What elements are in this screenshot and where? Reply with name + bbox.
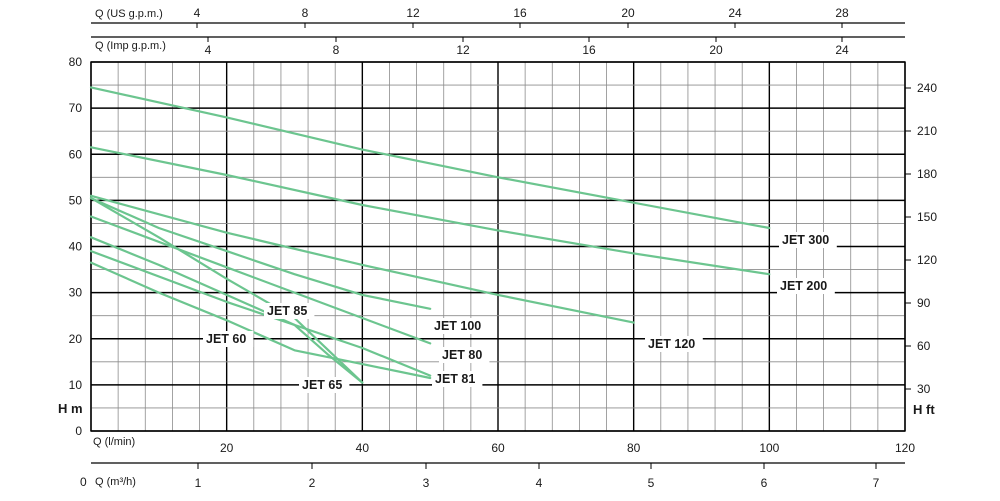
bottom-m3h-axis-title: Q (m³/h) [95, 476, 136, 488]
jet-65-label-bg [299, 377, 350, 393]
left-tick-label: 60 [69, 147, 83, 161]
jet-81-label: JET 81 [435, 372, 475, 386]
jet-80-label: JET 80 [442, 348, 482, 362]
top-impgpm-tick-label: 12 [456, 43, 470, 57]
top-usgpm-tick-label: 12 [406, 6, 420, 20]
top-impgpm-tick-label: 8 [333, 43, 340, 57]
jet-100-label: JET 100 [434, 319, 481, 333]
bottom-m3h-tick-label: 4 [536, 476, 543, 490]
right-tick-label: 180 [917, 167, 937, 181]
jet-85-label-bg [264, 303, 315, 319]
right-tick-label: 240 [917, 81, 937, 95]
bottom-m3h-tick-label: 2 [309, 476, 316, 490]
bottom-axes: Q (l/min) 20 40 60 80 100 120 0 Q (m³/h) 1 2 3 4 5 6 7 [80, 436, 915, 490]
plot-frame [90, 61, 906, 432]
top-impgpm-axis-title: Q (Imp g.p.m.) [95, 40, 166, 52]
top-usgpm-tick-label: 24 [728, 6, 742, 20]
jet-81-label-bg [432, 371, 483, 387]
jet-65-label: JET 65 [302, 378, 342, 392]
top-usgpm-tick-label: 8 [302, 6, 309, 20]
top-usgpm-tick-label: 16 [513, 6, 527, 20]
plot-grid [90, 61, 906, 432]
jet-80-label-bg [439, 347, 490, 363]
right-tick-label: 210 [917, 124, 937, 138]
bottom-lmin-tick-label: 120 [895, 441, 915, 455]
left-tick-label: 30 [69, 286, 83, 300]
right-axis: 30 60 90 120 150 180 210 240 H ft [905, 81, 937, 417]
jet-300-label-bg [779, 232, 837, 248]
left-tick-label: 10 [69, 378, 83, 392]
right-tick-label: 120 [917, 253, 937, 267]
jet-85-curve [89, 197, 364, 384]
jet-200-label-bg [777, 278, 835, 294]
jet-60-curve [89, 236, 364, 384]
right-axis-title: H ft [913, 402, 935, 417]
jet-100-curve [89, 197, 432, 310]
top-usgpm-axis-title: Q (US g.p.m.) [95, 8, 163, 20]
left-axis-title: H m [58, 401, 83, 416]
bottom-m3h-tick-label: 5 [648, 476, 655, 490]
jet-300-curve [89, 86, 771, 230]
top-impgpm-tick-label: 4 [205, 43, 212, 57]
left-tick-label: 50 [69, 193, 83, 207]
top-usgpm-tick-label: 20 [621, 6, 635, 20]
bottom-lmin-tick-label: 80 [627, 441, 641, 455]
bottom-m3h-tick-label: 3 [423, 476, 430, 490]
jet-80-curve [89, 215, 432, 345]
jet-100-label-bg [431, 318, 489, 334]
bottom-m3h-zero-label: 0 [80, 475, 87, 489]
jet-60-label: JET 60 [206, 332, 246, 346]
left-tick-label: 20 [69, 332, 83, 346]
jet-300-label: JET 300 [782, 233, 829, 247]
bottom-m3h-tick-label: 6 [761, 476, 768, 490]
bottom-lmin-tick-label: 100 [759, 441, 779, 455]
jet-200-label: JET 200 [780, 279, 827, 293]
jet-65-curve [89, 261, 432, 380]
jet-120-label-bg [645, 336, 703, 352]
jet-120-label: JET 120 [648, 337, 695, 351]
right-tick-label: 90 [917, 296, 931, 310]
bottom-lmin-tick-label: 20 [220, 441, 234, 455]
bottom-m3h-tick-label: 1 [195, 476, 202, 490]
left-tick-label: 40 [69, 240, 83, 254]
top-usgpm-tick-label: 4 [194, 6, 201, 20]
curve-labels: JET 300 JET 200 JET 120 JET 100 JET 80 JET 85… [203, 232, 837, 393]
top-impgpm-tick-label: 16 [582, 43, 596, 57]
bottom-lmin-tick-label: 60 [491, 441, 505, 455]
left-tick-label: 0 [75, 424, 82, 438]
top-impgpm-tick-label: 24 [835, 43, 849, 57]
jet-85-label: JET 85 [267, 304, 307, 318]
left-axis: 0 10 20 30 40 50 60 70 80 H m [58, 55, 83, 438]
left-tick-label: 80 [69, 55, 83, 69]
bottom-lmin-tick-label: 40 [356, 441, 370, 455]
right-tick-label: 60 [917, 339, 931, 353]
jet-200-curve [89, 146, 771, 276]
pump-curves [89, 86, 771, 384]
top-usgpm-tick-label: 28 [835, 6, 849, 20]
left-tick-label: 70 [69, 101, 83, 115]
top-impgpm-tick-label: 20 [709, 43, 723, 57]
top-axes: Q (US g.p.m.) 4 8 12 16 20 24 28 Q (Imp g.p.m.) 4… [91, 6, 905, 57]
jet-120-curve [89, 194, 635, 324]
jet-60-label-bg [203, 331, 254, 347]
right-tick-label: 150 [917, 210, 937, 224]
bottom-m3h-tick-label: 7 [873, 476, 880, 490]
bottom-lmin-axis-title: Q (l/min) [93, 436, 135, 448]
right-tick-label: 30 [917, 382, 931, 396]
